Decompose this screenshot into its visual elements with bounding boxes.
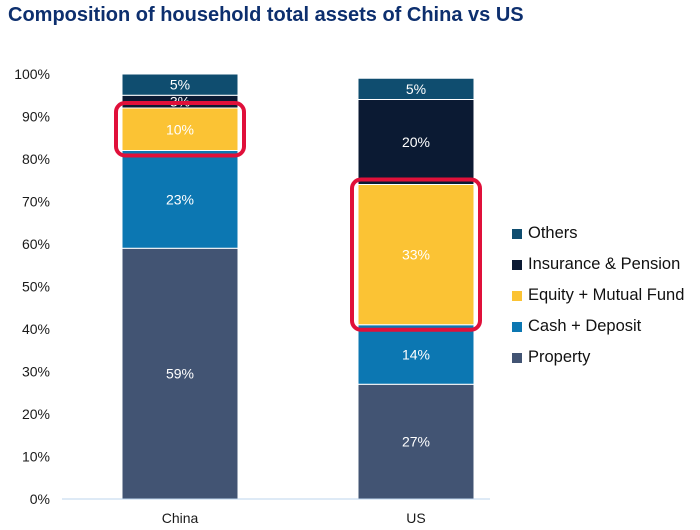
category-label: US: [406, 510, 425, 526]
y-tick-label: 50%: [22, 279, 50, 295]
y-tick-label: 30%: [22, 364, 50, 380]
legend-swatch: [512, 228, 522, 239]
legend-label: Property: [528, 348, 591, 366]
bar-segment-us-3: [357, 99, 475, 185]
y-tick-label: 10%: [22, 449, 50, 465]
bar-segment-us-1: [357, 324, 475, 385]
bar-segment-china-1: [121, 150, 239, 249]
legend-label: Others: [528, 224, 578, 242]
legend: Others Insurance & Pension Equity + Mutual…: [512, 218, 684, 373]
y-tick-label: 0%: [30, 491, 50, 507]
data-label: 33%: [402, 247, 430, 263]
legend-item: Others: [512, 218, 684, 249]
highlight-box: [114, 101, 246, 158]
legend-swatch: [512, 352, 522, 363]
bar-segment-china-0: [121, 247, 239, 500]
legend-label: Equity + Mutual Fund: [528, 286, 685, 304]
y-tick-label: 40%: [22, 321, 50, 337]
data-label: 10%: [166, 121, 194, 137]
legend-swatch: [512, 321, 522, 332]
data-label: 23%: [166, 191, 194, 207]
legend-item: Cash + Deposit: [512, 311, 684, 342]
data-label: 14%: [402, 347, 430, 363]
y-tick-label: 60%: [22, 236, 50, 252]
chart-title: Composition of household total assets of…: [8, 4, 524, 26]
legend-swatch: [512, 290, 522, 301]
bar-segment-china-4: [121, 73, 239, 96]
data-label: 27%: [402, 434, 430, 450]
legend-label: Insurance & Pension: [528, 255, 681, 273]
highlight-box: [350, 177, 482, 332]
y-tick-label: 70%: [22, 194, 50, 210]
y-tick-label: 80%: [22, 151, 50, 167]
bar-segment-china-2: [121, 107, 239, 151]
y-tick-label: 100%: [14, 66, 50, 82]
y-tick-label: 20%: [22, 406, 50, 422]
legend-item: Insurance & Pension: [512, 249, 684, 280]
legend-label: Cash + Deposit: [528, 317, 642, 335]
bar-segment-us-2: [357, 184, 475, 326]
bar-segment-us-4: [357, 77, 475, 100]
data-label: 20%: [402, 134, 430, 150]
legend-item: Equity + Mutual Fund: [512, 280, 684, 311]
category-label: China: [162, 510, 199, 526]
data-label: 59%: [166, 366, 194, 382]
y-tick-label: 90%: [22, 109, 50, 125]
legend-item: Property: [512, 342, 684, 373]
bar-segment-us-0: [357, 383, 475, 500]
data-label: 5%: [170, 77, 190, 93]
legend-swatch: [512, 259, 522, 270]
data-label: 5%: [406, 81, 426, 97]
